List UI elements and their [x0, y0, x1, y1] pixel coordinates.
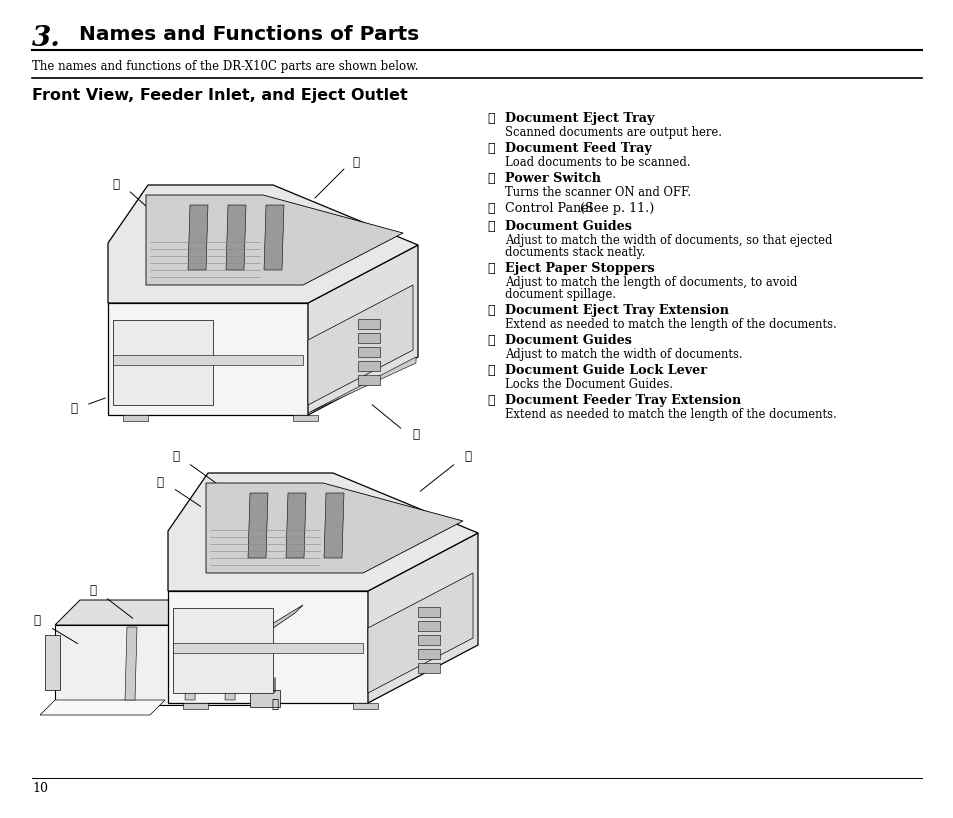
Text: ⑤: ⑤: [486, 220, 494, 233]
Polygon shape: [55, 625, 270, 705]
Bar: [357, 319, 379, 329]
Text: (See p. 11.): (See p. 11.): [576, 202, 654, 215]
Text: Front View, Feeder Inlet, and Eject Outlet: Front View, Feeder Inlet, and Eject Outl…: [32, 88, 407, 103]
Bar: [417, 607, 439, 617]
Polygon shape: [248, 493, 268, 558]
Text: ⑨: ⑨: [272, 699, 278, 712]
Polygon shape: [112, 355, 303, 365]
Text: Turns the scanner ON and OFF.: Turns the scanner ON and OFF.: [504, 186, 690, 199]
Text: Power Switch: Power Switch: [504, 172, 600, 185]
Bar: [357, 361, 379, 371]
Text: ④: ④: [412, 429, 419, 442]
Polygon shape: [260, 605, 303, 637]
Text: The names and functions of the DR-X10C parts are shown below.: The names and functions of the DR-X10C p…: [32, 60, 418, 73]
Polygon shape: [123, 415, 148, 421]
Bar: [417, 649, 439, 659]
Polygon shape: [55, 600, 294, 625]
Text: ⑩: ⑩: [33, 614, 40, 627]
Text: ⑤: ⑤: [464, 451, 471, 464]
Text: Scanned documents are output here.: Scanned documents are output here.: [504, 126, 721, 139]
Polygon shape: [183, 703, 208, 709]
Polygon shape: [308, 357, 416, 413]
Polygon shape: [172, 643, 363, 653]
Text: ①: ①: [486, 112, 494, 125]
Polygon shape: [250, 690, 280, 707]
Polygon shape: [146, 195, 402, 285]
Text: ⑧: ⑧: [90, 585, 96, 597]
Text: Names and Functions of Parts: Names and Functions of Parts: [71, 25, 418, 44]
Polygon shape: [308, 285, 413, 405]
Polygon shape: [368, 573, 473, 693]
Polygon shape: [125, 627, 137, 700]
Polygon shape: [286, 493, 306, 558]
Polygon shape: [168, 473, 477, 591]
Text: ⑥: ⑥: [486, 262, 494, 275]
Polygon shape: [188, 205, 208, 270]
Text: ⑧: ⑧: [486, 334, 494, 347]
Polygon shape: [368, 533, 477, 703]
Text: Adjust to match the width of documents, so that ejected: Adjust to match the width of documents, …: [504, 234, 832, 247]
Text: Adjust to match the width of documents.: Adjust to match the width of documents.: [504, 348, 741, 361]
Text: Document Guides: Document Guides: [504, 220, 631, 233]
Text: Extend as needed to match the length of the documents.: Extend as needed to match the length of …: [504, 408, 836, 421]
Text: Document Eject Tray Extension: Document Eject Tray Extension: [504, 304, 728, 317]
Text: ④: ④: [486, 202, 494, 215]
Text: ⑨: ⑨: [486, 364, 494, 377]
Text: ①: ①: [352, 155, 359, 169]
Polygon shape: [308, 245, 417, 415]
Text: Eject Paper Stoppers: Eject Paper Stoppers: [504, 262, 654, 275]
Polygon shape: [108, 185, 417, 303]
Text: Document Eject Tray: Document Eject Tray: [504, 112, 654, 125]
Text: ③: ③: [486, 172, 494, 185]
Polygon shape: [168, 591, 368, 703]
Bar: [357, 333, 379, 343]
Bar: [357, 347, 379, 357]
Text: ⑦: ⑦: [156, 477, 163, 489]
Text: Extend as needed to match the length of the documents.: Extend as needed to match the length of …: [504, 318, 836, 331]
Text: Load documents to be scanned.: Load documents to be scanned.: [504, 156, 690, 169]
Text: Document Guides: Document Guides: [504, 334, 631, 347]
Polygon shape: [226, 205, 246, 270]
Polygon shape: [324, 493, 344, 558]
Text: document spillage.: document spillage.: [504, 288, 616, 301]
Text: ⑦: ⑦: [486, 304, 494, 317]
Text: ②: ②: [112, 178, 119, 191]
Polygon shape: [293, 415, 317, 421]
Polygon shape: [112, 320, 213, 405]
Text: Control Panel: Control Panel: [504, 202, 592, 215]
Text: ⑥: ⑥: [172, 451, 179, 464]
Polygon shape: [225, 627, 236, 700]
Text: Document Guide Lock Lever: Document Guide Lock Lever: [504, 364, 706, 377]
Text: documents stack neatly.: documents stack neatly.: [504, 246, 644, 259]
Polygon shape: [108, 303, 308, 415]
Text: ③: ③: [71, 402, 77, 415]
Polygon shape: [353, 703, 377, 709]
Polygon shape: [185, 627, 196, 700]
Polygon shape: [40, 700, 165, 715]
Polygon shape: [45, 635, 60, 690]
Text: 3.: 3.: [32, 25, 61, 52]
Bar: [417, 663, 439, 673]
Text: Adjust to match the length of documents, to avoid: Adjust to match the length of documents,…: [504, 276, 797, 289]
Text: Document Feed Tray: Document Feed Tray: [504, 142, 651, 155]
Text: ②: ②: [486, 142, 494, 155]
Bar: [417, 635, 439, 645]
Bar: [417, 621, 439, 631]
Text: Locks the Document Guides.: Locks the Document Guides.: [504, 378, 672, 391]
Polygon shape: [206, 483, 462, 573]
Bar: [357, 375, 379, 385]
Text: ⑩: ⑩: [486, 394, 494, 407]
Text: Document Feeder Tray Extension: Document Feeder Tray Extension: [504, 394, 740, 407]
Polygon shape: [172, 608, 273, 693]
Text: 10: 10: [32, 782, 48, 795]
Polygon shape: [264, 205, 284, 270]
